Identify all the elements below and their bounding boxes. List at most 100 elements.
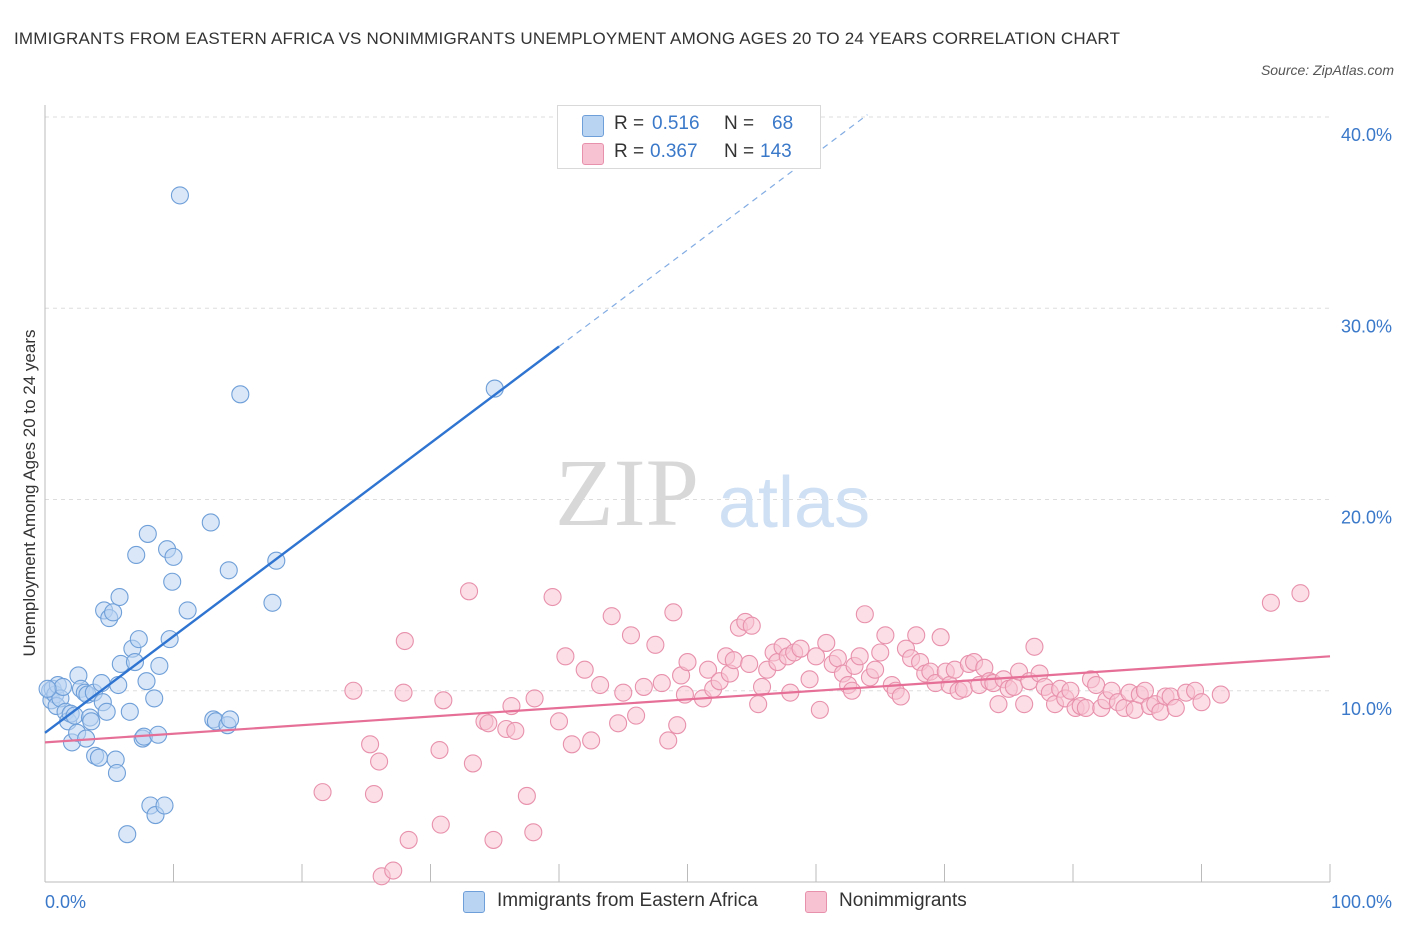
tick-labels: 10.0% 20.0% 30.0% 40.0% 0.0% 100.0% — [45, 125, 1392, 912]
nonimmigrants-point — [549, 712, 569, 731]
nonimmigrants-point — [431, 815, 450, 834]
immigrants-point — [150, 656, 169, 675]
immigrants-points — [38, 186, 504, 844]
nonimmigrants-point — [907, 626, 926, 645]
nonimmigrants-point — [430, 740, 449, 760]
nonimmigrants-point — [668, 716, 687, 735]
nonimmigrants-point — [384, 861, 403, 880]
nonimmigrants-point — [621, 626, 641, 645]
nonimmigrants-point — [1015, 695, 1034, 714]
nonimmigrants-point — [602, 607, 621, 626]
n-label: N = — [724, 141, 755, 162]
nonimmigrants-point — [855, 605, 874, 624]
nonimmigrants-point — [828, 649, 847, 668]
immigrants-point — [104, 603, 123, 622]
nonimmigrants-point — [517, 786, 536, 805]
nonimmigrants-point — [614, 683, 633, 702]
nonimmigrants-point — [699, 660, 718, 679]
nonimmigrants-point — [344, 681, 363, 700]
nonimmigrants-point — [659, 731, 678, 750]
nonimmigrants-point — [634, 677, 653, 696]
nonimmigrants-point — [1125, 700, 1144, 719]
legend-label: Nonimmigrants — [839, 890, 967, 911]
axes — [44, 105, 1331, 883]
immigrants-point — [138, 524, 157, 543]
nonimmigrants-point — [562, 735, 581, 754]
nonimmigrants-point — [395, 631, 414, 651]
nonimmigrants-point — [399, 830, 418, 849]
nonimmigrants-point — [524, 823, 543, 842]
nonimmigrants-point — [370, 752, 389, 771]
nonimmigrants-point — [364, 784, 384, 804]
nonimmigrants-points — [313, 582, 1310, 886]
immigrants-point — [145, 689, 164, 708]
nonimmigrants-point — [1192, 693, 1211, 712]
r-label: R = — [614, 113, 645, 134]
n-value: 143 — [760, 141, 792, 162]
watermark-atlas: atlas — [718, 463, 870, 543]
nonimmigrants-point — [842, 681, 862, 700]
immigrants-point — [129, 630, 148, 649]
nonimmigrants-point — [1076, 698, 1095, 718]
x-tick-label: 0.0% — [45, 892, 86, 912]
immigrants-point — [219, 561, 238, 580]
r-value: 0.367 — [650, 141, 698, 162]
x-tick-label: 100.0% — [1331, 892, 1392, 912]
series-legend: Immigrants from Eastern Africa Nonimmigr… — [0, 888, 1406, 918]
blue-swatch-icon — [582, 115, 604, 137]
nonimmigrants-point — [664, 603, 683, 622]
nonimmigrants-point — [361, 735, 380, 754]
nonimmigrants-point — [742, 616, 761, 635]
nonimmigrants-point — [791, 639, 810, 658]
nonimmigrants-point — [876, 626, 895, 645]
nonimmigrants-point — [989, 695, 1008, 714]
nonimmigrants-point — [394, 683, 413, 702]
nonimmigrants-point — [931, 628, 950, 647]
nonimmigrants-point — [749, 695, 768, 714]
blue-swatch-icon — [463, 891, 485, 913]
y-tick-label: 10.0% — [1341, 699, 1392, 719]
y-axis-label: Unemployment Among Ages 20 to 24 years — [20, 330, 39, 657]
nonimmigrants-point — [678, 653, 697, 672]
pink-swatch-icon — [805, 891, 827, 913]
nonimmigrants-point — [1025, 637, 1044, 656]
chart-title: IMMIGRANTS FROM EASTERN AFRICA VS NONIMM… — [14, 29, 1121, 48]
nonimmigrants-point — [609, 714, 628, 733]
immigrants-point — [97, 702, 116, 721]
trend-lines — [44, 114, 1331, 744]
nonimmigrants-point — [434, 691, 453, 710]
nonimmigrants-point — [313, 783, 332, 802]
nonimmigrants-point — [810, 700, 829, 719]
nonimmigrants-point — [1004, 677, 1023, 696]
nonimmigrants-point — [1291, 584, 1310, 603]
pink-swatch-icon — [582, 143, 604, 165]
immigrants-point — [155, 796, 174, 815]
legend-label: Immigrants from Eastern Africa — [497, 890, 758, 911]
nonimmigrants-point — [806, 647, 826, 666]
y-tick-label: 20.0% — [1341, 508, 1392, 528]
nonimmigrants-point — [459, 582, 479, 601]
n-label: N = — [724, 113, 755, 134]
nonimmigrants-point — [506, 721, 525, 740]
nonimmigrants-point — [1261, 593, 1280, 612]
nonimmigrants-point — [627, 706, 646, 725]
immigrants-point — [164, 547, 183, 566]
immigrants-point — [38, 679, 57, 698]
nonimmigrants-point — [1166, 698, 1185, 718]
immigrants-point — [137, 672, 156, 691]
immigrants-point — [110, 587, 129, 607]
immigrants-point — [53, 677, 73, 696]
immigrants-trend-line — [44, 345, 560, 734]
nonimmigrants-point — [575, 660, 594, 679]
nonimmigrants-point — [1211, 685, 1230, 704]
chart-source: Source: ZipAtlas.com — [1260, 62, 1394, 78]
y-tick-label: 40.0% — [1341, 125, 1392, 145]
immigrants-point — [220, 710, 240, 729]
nonimmigrants-point — [525, 689, 544, 708]
y-tick-label: 30.0% — [1341, 316, 1392, 336]
nonimmigrants-point — [582, 731, 601, 750]
immigrants-point — [178, 601, 197, 620]
r-label: R = — [614, 141, 645, 162]
nonimmigrants-point — [479, 714, 498, 733]
r-value: 0.516 — [652, 113, 700, 134]
